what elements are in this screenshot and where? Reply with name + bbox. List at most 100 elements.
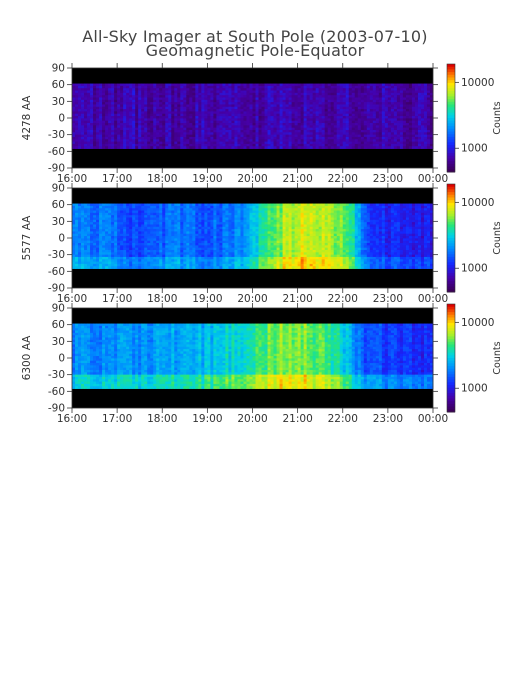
heatmap-cell xyxy=(378,92,383,96)
heatmap-cell xyxy=(333,85,338,89)
heatmap-cell xyxy=(120,143,124,147)
heatmap-cell xyxy=(399,118,404,122)
heatmap-cell xyxy=(114,261,118,265)
heatmap-cell xyxy=(84,238,88,242)
heatmap-cell xyxy=(228,141,232,145)
heatmap-cell xyxy=(186,123,190,126)
heatmap-cell xyxy=(387,136,392,140)
heatmap-cell xyxy=(84,236,88,239)
heatmap-cell xyxy=(255,139,259,142)
heatmap-cell xyxy=(168,210,172,214)
heatmap-cell xyxy=(237,95,241,98)
heatmap-cell xyxy=(420,116,425,119)
heatmap-cell xyxy=(372,136,377,140)
heatmap-cell xyxy=(96,266,100,269)
heatmap-cell xyxy=(297,83,302,87)
heatmap-cell xyxy=(150,102,154,105)
heatmap-cell xyxy=(372,134,377,138)
heatmap-cell xyxy=(357,127,362,131)
heatmap-cell xyxy=(84,203,88,207)
heatmap-cell xyxy=(318,127,323,131)
heatmap-cell xyxy=(261,143,265,147)
heatmap-cell xyxy=(174,243,178,246)
heatmap-cell xyxy=(360,113,365,117)
heatmap-cell xyxy=(147,226,151,230)
heatmap-cell xyxy=(183,222,187,225)
heatmap-cell xyxy=(99,136,103,140)
heatmap-cell xyxy=(93,219,97,223)
heatmap-cell xyxy=(303,111,308,115)
heatmap-cell xyxy=(117,92,121,96)
heatmap-cell xyxy=(93,132,97,136)
heatmap-cell xyxy=(201,141,205,145)
heatmap-cell xyxy=(144,224,148,228)
heatmap-cell xyxy=(198,102,202,105)
heatmap-cell xyxy=(324,146,329,149)
heatmap-cell xyxy=(78,109,82,112)
heatmap-cell xyxy=(114,123,118,126)
heatmap-cell xyxy=(159,256,163,260)
heatmap-cell xyxy=(114,134,118,138)
heatmap-cell xyxy=(87,252,91,256)
heatmap-cell xyxy=(243,139,247,142)
heatmap-cell xyxy=(237,83,241,87)
heatmap-cell xyxy=(414,106,419,110)
heatmap-cell xyxy=(192,215,196,218)
heatmap-cell xyxy=(252,136,256,140)
heatmap-cell xyxy=(162,104,166,108)
heatmap-cell xyxy=(99,85,103,89)
heatmap-cell xyxy=(144,219,148,223)
heatmap-cell xyxy=(360,95,365,98)
heatmap-cell xyxy=(330,85,335,89)
heatmap-cell xyxy=(411,118,416,122)
heatmap-cell xyxy=(144,113,148,117)
heatmap-cell xyxy=(237,129,241,133)
heatmap-cell xyxy=(111,106,115,110)
heatmap-cell xyxy=(228,233,232,237)
heatmap-cell xyxy=(120,111,124,115)
heatmap-cell xyxy=(351,104,356,108)
heatmap-cell xyxy=(183,143,187,147)
heatmap-cell xyxy=(429,83,434,87)
heatmap-cell xyxy=(414,97,419,101)
heatmap-cell xyxy=(303,85,308,89)
heatmap-cell xyxy=(345,95,350,98)
heatmap-cell xyxy=(195,120,199,124)
heatmap-cell xyxy=(105,249,109,253)
heatmap-cell xyxy=(81,125,85,129)
heatmap-cell xyxy=(168,109,172,112)
heatmap-cell xyxy=(297,120,302,124)
heatmap-cell xyxy=(138,222,142,225)
heatmap-cell xyxy=(225,205,229,209)
heatmap-cell xyxy=(324,113,329,117)
heatmap-cell xyxy=(333,127,338,131)
heatmap-cell xyxy=(393,129,398,133)
heatmap-cell xyxy=(276,92,280,96)
heatmap-cell xyxy=(276,102,280,105)
heatmap-cell xyxy=(147,99,151,103)
heatmap-cell xyxy=(204,111,208,115)
heatmap-cell xyxy=(231,217,235,221)
heatmap-cell xyxy=(276,111,280,115)
heatmap-cell xyxy=(327,102,332,105)
heatmap-cell xyxy=(165,116,169,119)
heatmap-cell xyxy=(189,252,193,256)
heatmap-cell xyxy=(153,125,157,129)
heatmap-cell xyxy=(156,136,160,140)
heatmap-cell xyxy=(138,111,142,115)
heatmap-cell xyxy=(294,85,299,89)
heatmap-cell xyxy=(333,97,338,101)
heatmap-cell xyxy=(159,217,163,221)
heatmap-cell xyxy=(195,134,199,138)
heatmap-cell xyxy=(171,111,175,115)
heatmap-cell xyxy=(414,102,419,105)
heatmap-cell xyxy=(405,134,410,138)
heatmap-cell xyxy=(201,219,205,223)
heatmap-cell xyxy=(255,129,259,133)
heatmap-cell xyxy=(204,219,208,223)
heatmap-cell xyxy=(411,88,416,91)
heatmap-cell xyxy=(228,123,232,126)
heatmap-cell xyxy=(96,210,100,214)
heatmap-cell xyxy=(159,136,163,140)
heatmap-cell xyxy=(315,139,320,142)
